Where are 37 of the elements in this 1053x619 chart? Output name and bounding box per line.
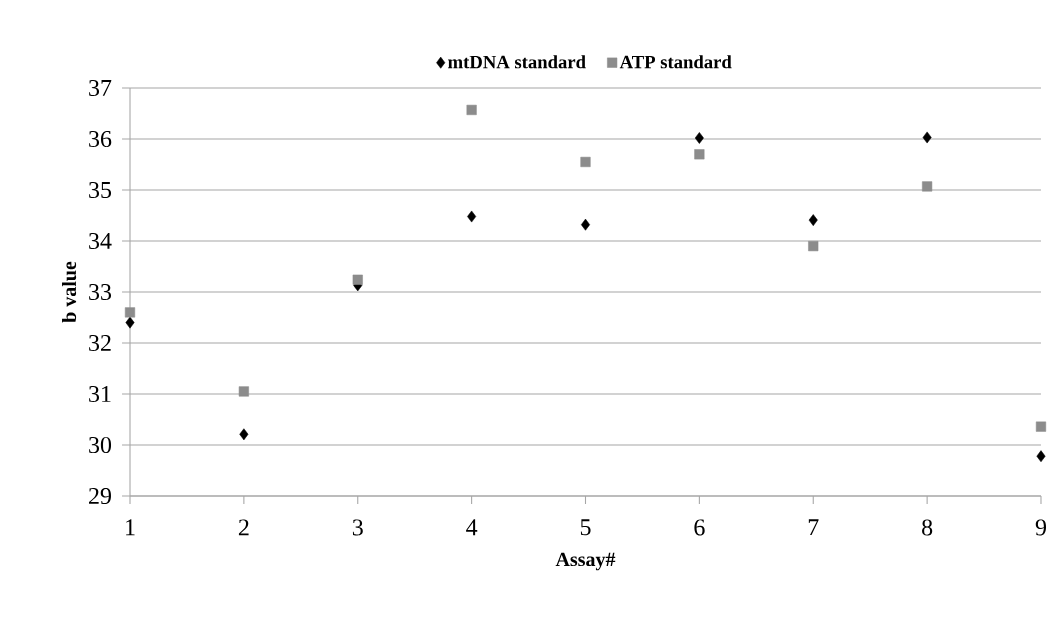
y-tick-label: 31 — [89, 385, 111, 403]
point — [922, 131, 932, 144]
x-tick-label: 6 — [694, 519, 705, 536]
point — [467, 210, 477, 223]
y-tick-label: 37 — [89, 79, 112, 97]
x-tick-label: 1 — [126, 519, 135, 536]
y-tick-label: 29 — [89, 487, 111, 505]
y-axis-title: b value — [62, 261, 77, 323]
legend-label: mtDNA standard — [448, 55, 586, 69]
point — [238, 386, 249, 397]
point — [352, 274, 363, 285]
point — [125, 316, 135, 329]
point — [239, 428, 249, 441]
point — [580, 156, 591, 168]
point — [1035, 421, 1047, 432]
x-tick-label: 3 — [352, 519, 363, 536]
point — [922, 181, 933, 192]
legend-label: ATP standard — [619, 55, 732, 69]
point — [124, 307, 136, 318]
y-tick-label: 34 — [89, 232, 112, 250]
x-tick-label: 2 — [238, 519, 249, 536]
point — [694, 149, 705, 160]
x-tick-label: 5 — [580, 519, 591, 536]
point — [808, 214, 818, 226]
x-tick-label: 9 — [1035, 519, 1047, 536]
y-tick-label: 36 — [89, 130, 112, 148]
y-tick-label: 30 — [89, 436, 112, 454]
x-tick-label: 8 — [922, 519, 933, 536]
y-tick-label: 35 — [89, 181, 112, 199]
x-tick-label: 4 — [466, 519, 478, 536]
y-tick-label: 33 — [89, 283, 112, 301]
point — [808, 241, 819, 252]
x-axis-title: Assay# — [555, 552, 616, 571]
point — [694, 132, 704, 144]
point — [466, 104, 477, 115]
y-tick-label: 32 — [89, 334, 111, 352]
x-tick-label: 7 — [808, 519, 819, 536]
